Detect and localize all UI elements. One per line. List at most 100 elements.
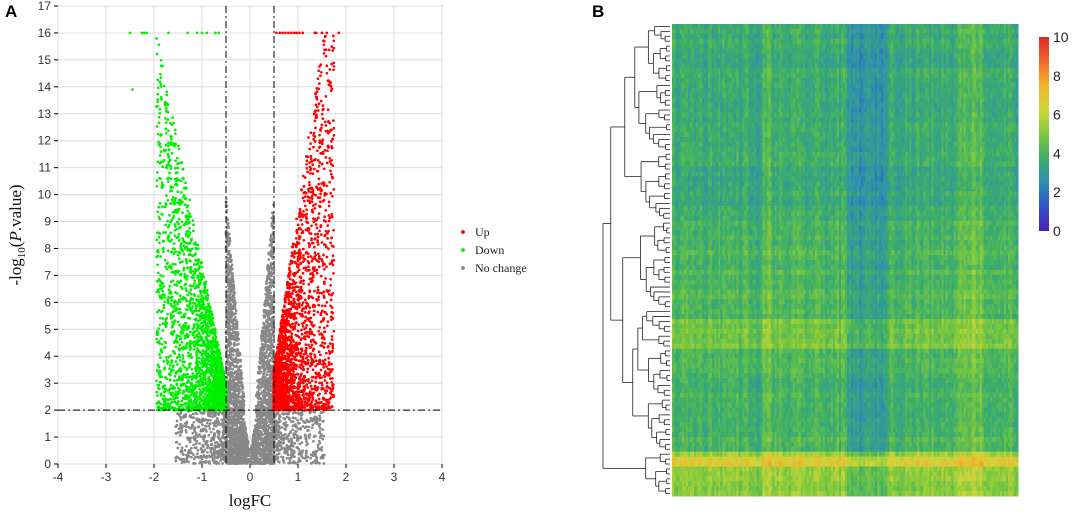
volcano-point bbox=[270, 216, 274, 220]
volcano-point bbox=[272, 268, 276, 272]
volcano-point bbox=[155, 171, 159, 174]
volcano-point bbox=[244, 455, 248, 459]
volcano-point bbox=[294, 411, 298, 415]
volcano-point bbox=[289, 430, 292, 434]
volcano-point bbox=[231, 335, 235, 338]
volcano-point bbox=[212, 453, 216, 457]
volcano-point bbox=[265, 334, 269, 338]
volcano-point bbox=[230, 359, 234, 362]
volcano-point bbox=[205, 430, 208, 433]
volcano-point bbox=[179, 450, 183, 454]
volcano-point bbox=[263, 343, 267, 347]
volcano-point bbox=[231, 328, 234, 331]
volcano-point bbox=[290, 448, 294, 452]
volcano-point bbox=[270, 446, 273, 449]
volcano-point bbox=[227, 323, 231, 327]
volcano-point bbox=[297, 412, 301, 416]
volcano-point bbox=[268, 351, 272, 355]
volcano-point bbox=[228, 375, 232, 379]
volcano-point bbox=[233, 390, 236, 394]
volcano-point bbox=[258, 365, 262, 369]
volcano-point bbox=[304, 452, 308, 455]
volcano-point bbox=[230, 299, 234, 302]
volcano-point bbox=[228, 451, 231, 455]
volcano-point bbox=[266, 267, 269, 271]
volcano-point bbox=[209, 430, 213, 434]
volcano-point bbox=[178, 458, 182, 461]
volcano-point bbox=[228, 238, 231, 241]
volcano-point bbox=[216, 456, 220, 459]
volcano-point bbox=[314, 421, 317, 425]
volcano-point bbox=[269, 318, 273, 322]
volcano-point bbox=[258, 424, 262, 428]
volcano-point bbox=[283, 437, 286, 441]
volcano-point bbox=[287, 457, 291, 460]
volcano-point bbox=[226, 454, 230, 457]
volcano-point bbox=[300, 450, 304, 453]
volcano-point bbox=[272, 318, 276, 322]
volcano-point bbox=[238, 417, 242, 420]
volcano-point bbox=[288, 439, 291, 443]
volcano-point bbox=[194, 442, 198, 445]
volcano-point bbox=[322, 462, 326, 465]
volcano-point bbox=[268, 281, 272, 284]
volcano-point bbox=[276, 433, 280, 437]
volcano-point bbox=[259, 462, 263, 465]
volcano-point bbox=[189, 436, 193, 440]
volcano-point bbox=[230, 296, 234, 300]
volcano-point bbox=[202, 445, 205, 448]
volcano-point bbox=[280, 425, 284, 429]
volcano-point bbox=[234, 309, 238, 313]
volcano-point bbox=[206, 418, 210, 422]
volcano-point bbox=[231, 319, 235, 323]
volcano-point bbox=[284, 424, 288, 427]
volcano-point bbox=[192, 427, 196, 431]
volcano-point bbox=[233, 462, 236, 465]
volcano-point bbox=[272, 327, 276, 331]
volcano-point bbox=[256, 393, 260, 397]
volcano-point bbox=[174, 432, 178, 435]
volcano-point bbox=[192, 462, 195, 465]
volcano-point bbox=[159, 356, 162, 360]
volcano-point bbox=[311, 418, 315, 422]
volcano-point bbox=[304, 437, 308, 441]
volcano-point bbox=[155, 125, 159, 128]
volcano-point bbox=[265, 394, 269, 397]
volcano-point bbox=[206, 445, 210, 449]
volcano-point bbox=[222, 458, 226, 462]
volcano-point bbox=[261, 401, 265, 405]
volcano-point bbox=[166, 144, 170, 148]
volcano-point bbox=[300, 414, 303, 417]
volcano-point bbox=[297, 457, 301, 460]
volcano-point bbox=[193, 438, 196, 441]
volcano-point bbox=[228, 441, 231, 444]
volcano-point bbox=[283, 412, 286, 416]
volcano-point bbox=[191, 431, 195, 435]
volcano-point bbox=[227, 331, 231, 334]
volcano-point bbox=[241, 398, 245, 402]
volcano-point bbox=[264, 419, 268, 423]
volcano-point bbox=[235, 389, 239, 393]
volcano-point bbox=[237, 386, 241, 390]
volcano-point bbox=[265, 373, 269, 377]
volcano-point bbox=[276, 460, 280, 463]
volcano-point bbox=[265, 365, 269, 368]
volcano-point bbox=[238, 360, 242, 363]
volcano-point bbox=[231, 324, 234, 328]
volcano-point bbox=[194, 433, 198, 437]
volcano-point bbox=[163, 300, 167, 304]
volcano-point bbox=[263, 407, 267, 410]
volcano-point bbox=[322, 410, 325, 414]
volcano-point bbox=[188, 440, 192, 444]
volcano-point bbox=[269, 263, 273, 266]
volcano-point bbox=[259, 436, 263, 440]
volcano-point bbox=[262, 314, 266, 317]
volcano-point bbox=[182, 253, 186, 256]
volcano-point bbox=[164, 121, 168, 124]
volcano-point bbox=[270, 356, 274, 360]
volcano-point bbox=[175, 440, 179, 444]
volcano-point bbox=[228, 421, 232, 425]
volcano-point bbox=[175, 236, 179, 240]
volcano-point bbox=[230, 308, 233, 312]
volcano-point bbox=[196, 448, 200, 452]
